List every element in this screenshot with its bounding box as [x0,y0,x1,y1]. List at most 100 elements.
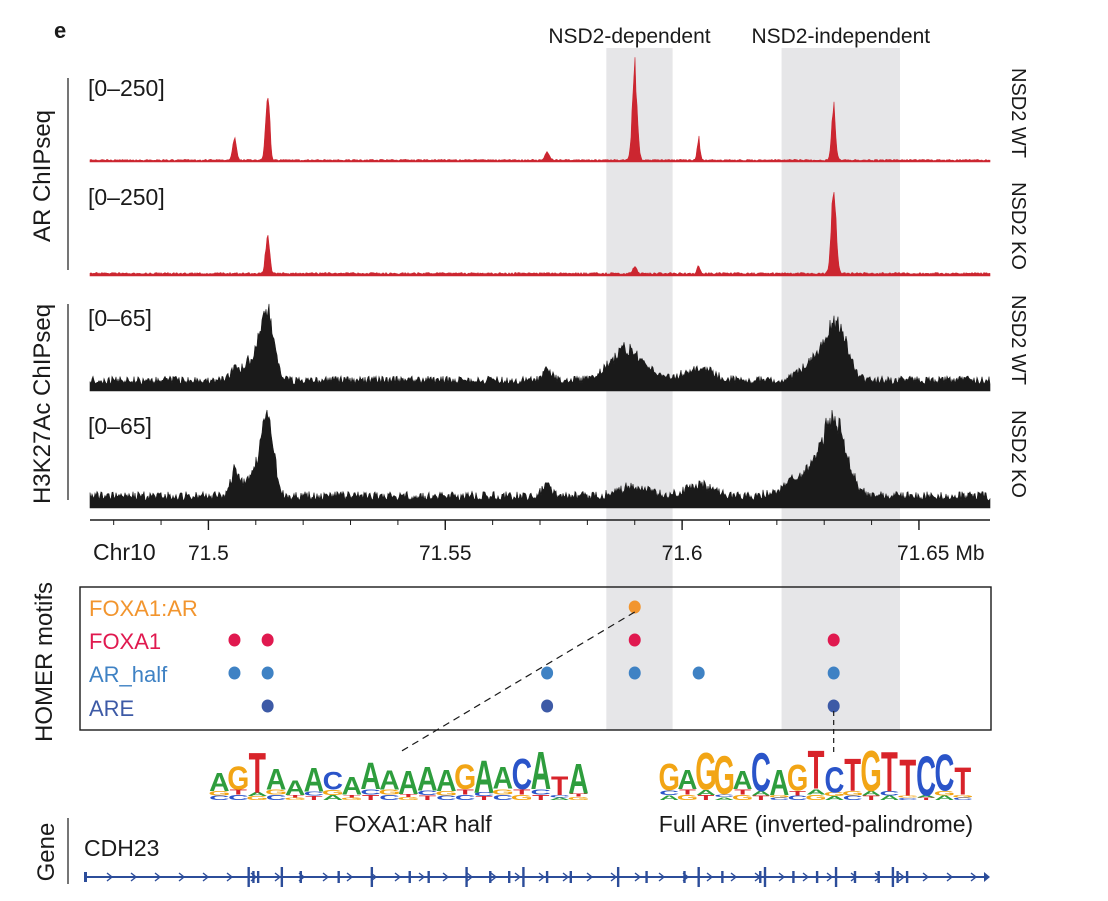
strand-arrow [826,872,834,882]
logo-letter: C [493,793,513,802]
logo-letter: C [209,795,230,802]
logo-letter: C [824,760,844,801]
exon-mark [763,867,767,887]
logo-letter: T [362,793,380,801]
motif-dot [261,699,274,713]
exon-mark [508,871,511,883]
motif-box [79,586,992,731]
exon-mark [337,871,340,883]
logo-letter: T [954,761,971,804]
exon-mark [891,867,895,887]
logo-letter: G [208,790,230,797]
exon-mark [905,871,909,883]
strand-arrow [178,872,186,882]
motif-connector-line [399,611,636,753]
logo-letter: C [714,794,734,798]
logo-letter: G [492,788,514,797]
logo-letter: A [678,764,698,795]
logo-letter: C [788,795,808,802]
gene-name: CDH23 [84,835,159,861]
logo-letter: A [568,755,588,803]
strand-arrow [130,872,138,882]
strand-arrow [730,872,738,882]
axis-tick-label: 71.6 [662,542,703,565]
logo-letter: G [860,739,881,804]
track-condition-label: NSD2 KO [1007,410,1029,498]
logo-letter: C [898,797,918,801]
signal-tracks [89,57,991,509]
logo-letter: T [808,741,825,802]
gene-section-label: Gene [33,823,60,882]
logo-letter: A [342,772,362,800]
motif-dot [628,600,641,614]
strand-arrow [490,872,498,882]
logo-letter: G [934,790,955,797]
logo-letter: A [549,797,570,801]
logo-letter: C [379,794,400,802]
logo-letter: A [360,756,380,798]
exon-mark [721,871,724,883]
exon-mark [299,871,302,883]
motif-dot [228,666,241,680]
logo-letter: G [284,797,306,801]
logo-letter: T [734,788,752,796]
logo-letter: C [304,791,325,798]
logo-letter: C [417,789,438,796]
exon-mark [247,867,250,887]
axis-tick-label: 71.5 [188,542,229,565]
ar-chipseq-group-label: AR ChIPseq [29,110,56,242]
motif-dot [827,699,840,713]
nsd2-dependent-label: NSD2-dependent [548,25,710,48]
logo-letter: G [695,742,716,801]
logo-letter: T [881,741,898,803]
exon-mark [834,867,838,887]
logo-letter: G [454,757,476,797]
strand-arrow [514,872,522,882]
foxa1-ar-half-caption: FOXA1:AR half [334,811,492,837]
exon-mark [408,871,411,883]
logo-letter: C [474,792,495,798]
logo-letter: T [249,740,266,805]
motif-dot [228,633,241,647]
logo-letter: G [824,792,845,798]
logo-letter: T [419,794,437,801]
logo-letter: T [475,796,493,802]
logo-letter: A [733,766,753,795]
logo-letter: T [513,788,531,796]
logo-letter: A [493,761,513,796]
logo-letter: T [456,788,474,796]
logo-letter: T [570,793,588,798]
strand-arrow [610,872,618,882]
logo-letter: T [697,794,715,802]
track-range-label: [0–250] [88,75,165,101]
logo-letter: T [230,788,248,796]
strand-arrow [538,872,546,882]
logo-letter: C [916,746,936,808]
strand-arrow [658,872,666,882]
logo-letter: C [769,797,789,801]
logo-letter: G [265,788,287,796]
logo-letter: C [455,794,476,802]
track-condition-label: NSD2 WT [1007,295,1029,385]
logo-letter: T [679,788,697,796]
strand-arrow [106,872,114,882]
strand-arrow [394,872,402,882]
exon-mark [545,871,549,883]
exon-mark [569,871,572,883]
logo-letter: G [378,788,400,796]
logo-letter: C [436,795,457,802]
logo-letter: G [787,757,808,799]
logo-letter: T [899,749,916,806]
exon-mark [252,871,255,883]
signal-track [89,409,991,509]
gene-end-arrow [984,872,990,882]
track-range-label: [0–65] [88,305,152,331]
logo-letter: C [549,795,570,799]
exon-mark [427,871,430,883]
strand-arrow [466,872,474,882]
motif-dot [628,666,641,680]
logo-letter: T [863,795,880,802]
exon-mark [853,871,857,883]
logo-letter: T [752,795,769,802]
